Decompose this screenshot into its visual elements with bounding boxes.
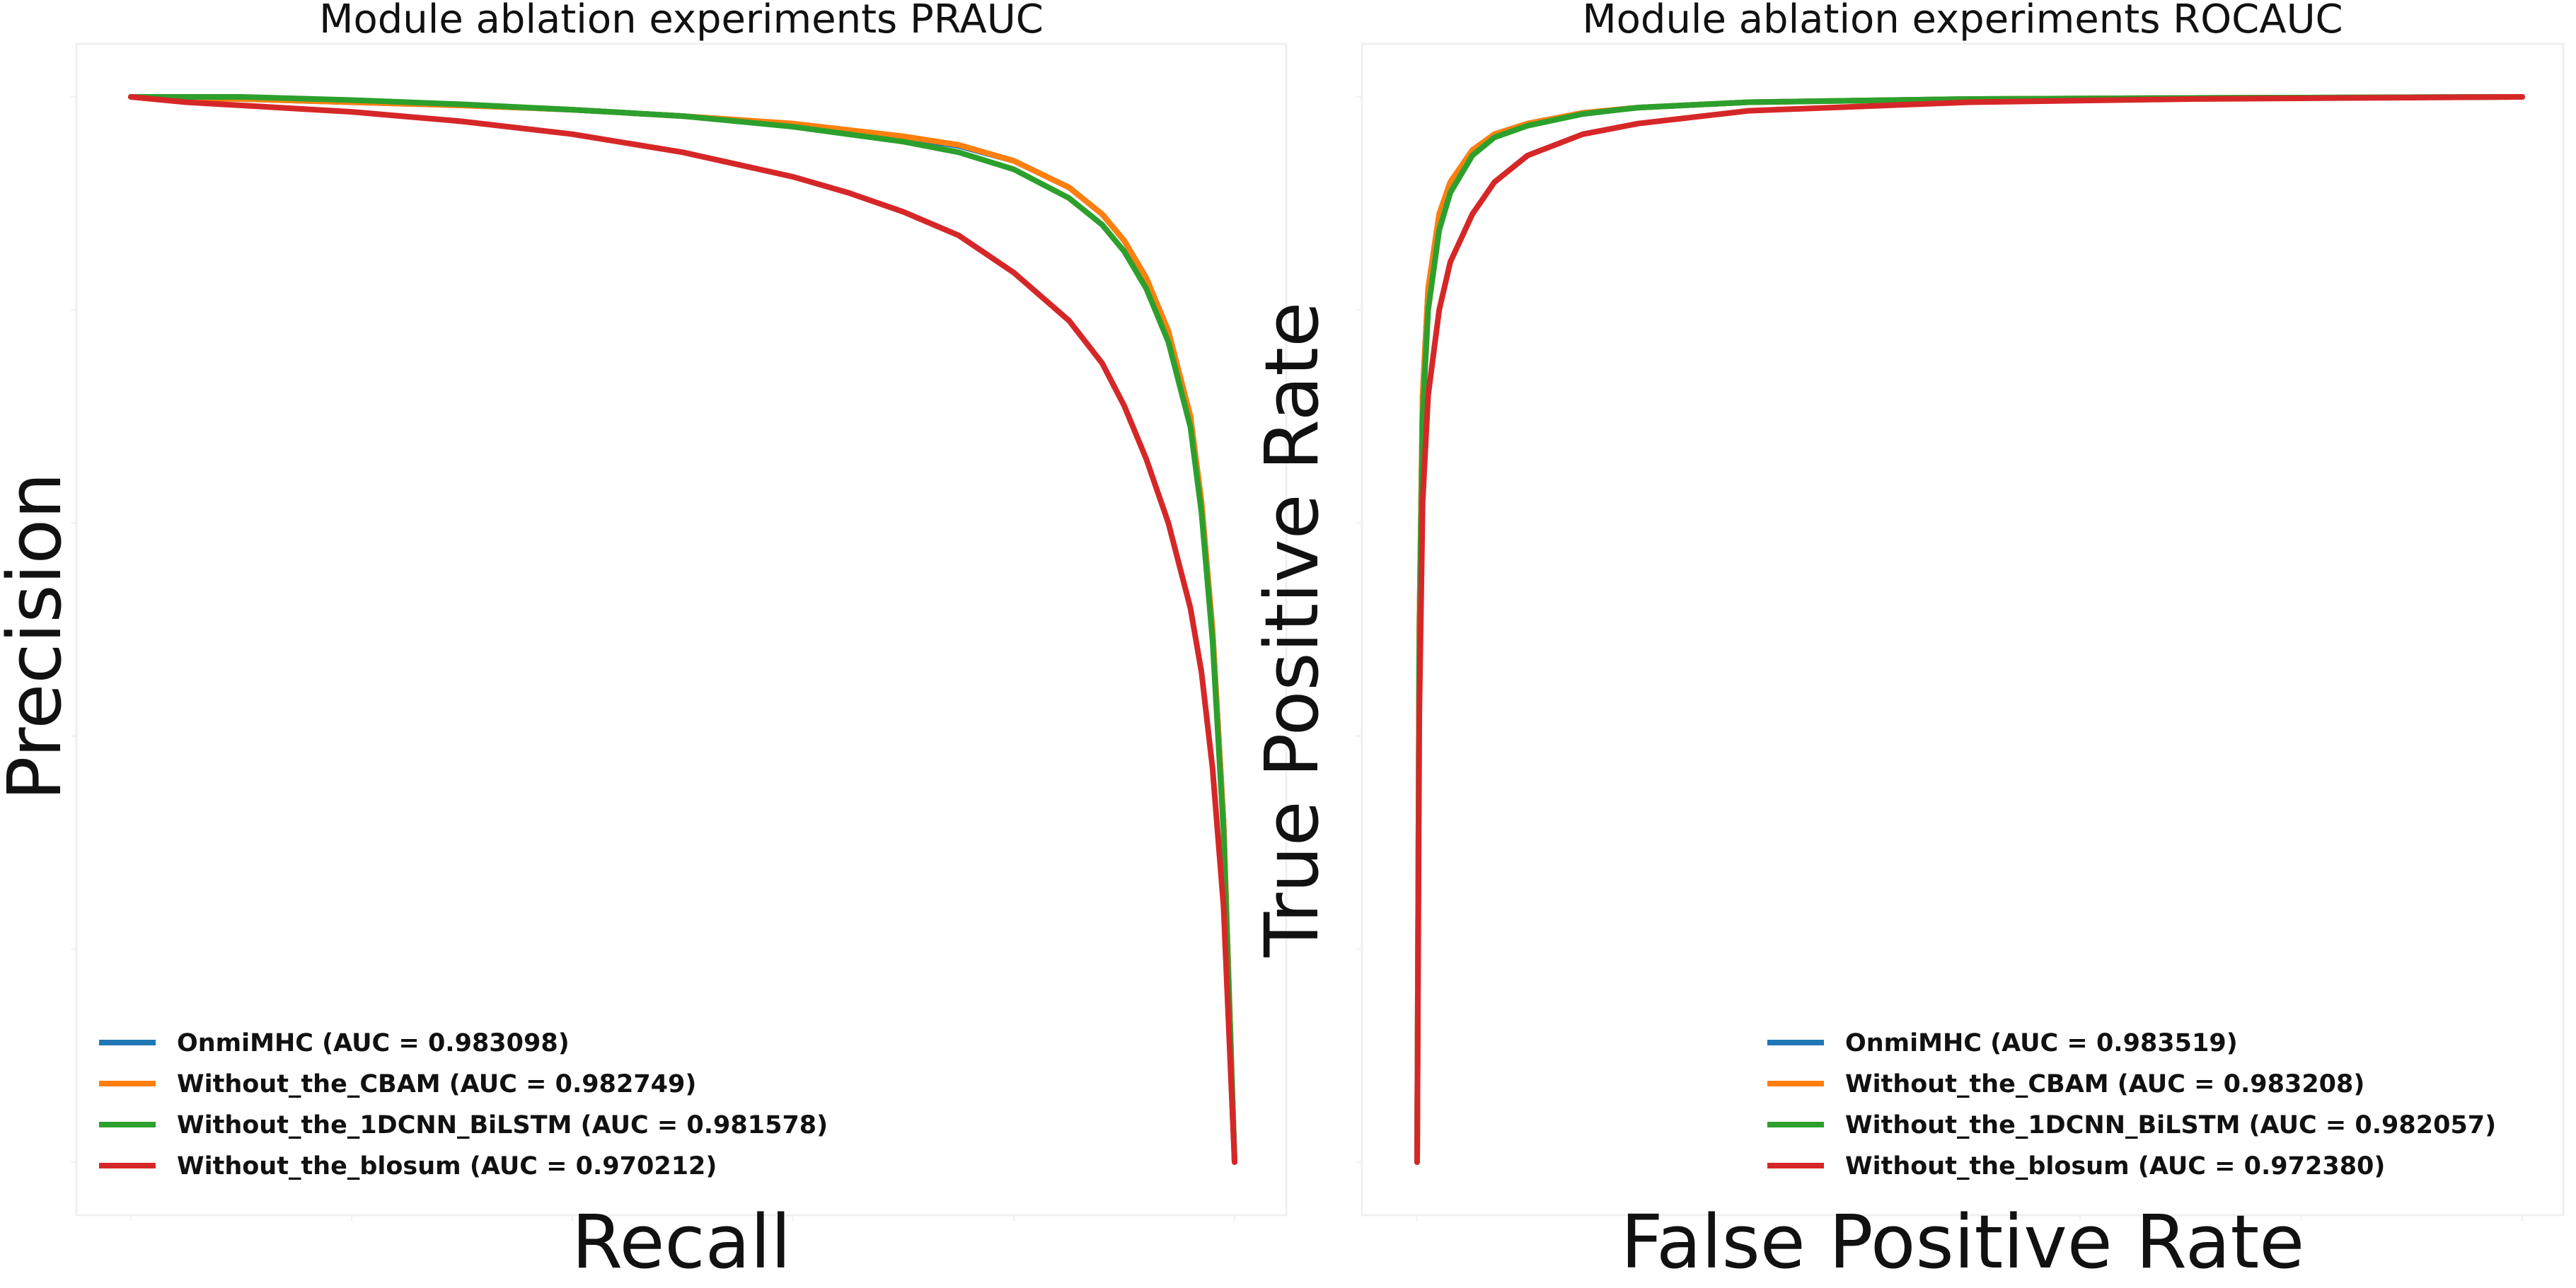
y-axis-label: True Positive Rate [1249,302,1335,958]
x-axis-label: False Positive Rate [1621,1199,2305,1285]
legend-label-3: Without_the_1DCNN_BiLSTM (AUC = 0.982057… [1845,1111,2496,1139]
legend-label-1: OnmiMHC (AUC = 0.983098) [177,1029,570,1057]
series-line-4 [1414,94,2525,1165]
legend-label-1: OnmiMHC (AUC = 0.983519) [1845,1029,2238,1057]
legend: OnmiMHC (AUC = 0.983519) Without_the_CBAM… [1767,1029,2496,1180]
legend-label-2: Without_the_CBAM (AUC = 0.983208) [1845,1070,2364,1098]
series-line-3 [1414,94,2525,1165]
series-line-4 [128,94,1237,1165]
pr-curve-panel: Module ablation experiments PRAUC Recall P… [0,0,1288,1285]
series-line-3 [128,94,1237,1165]
roc-curve-panel: Module ablation experiments ROCAUC False … [1249,0,2565,1285]
legend-label-3: Without_the_1DCNN_BiLSTM (AUC = 0.981578… [177,1111,828,1139]
chart-title: Module ablation experiments PRAUC [319,0,1044,42]
legend-label-4: Without_the_blosum (AUC = 0.970212) [177,1152,717,1180]
chart-title: Module ablation experiments ROCAUC [1582,0,2343,42]
axes-frame [75,42,1288,1217]
axes-frame [1361,42,2565,1217]
y-axis-label: Precision [0,472,78,801]
legend: OnmiMHC (AUC = 0.983098) Without_the_CBAM… [99,1029,828,1180]
legend-label-2: Without_the_CBAM (AUC = 0.982749) [177,1070,696,1098]
legend-label-4: Without_the_blosum (AUC = 0.972380) [1845,1152,2385,1180]
x-axis-label: Recall [572,1199,791,1285]
